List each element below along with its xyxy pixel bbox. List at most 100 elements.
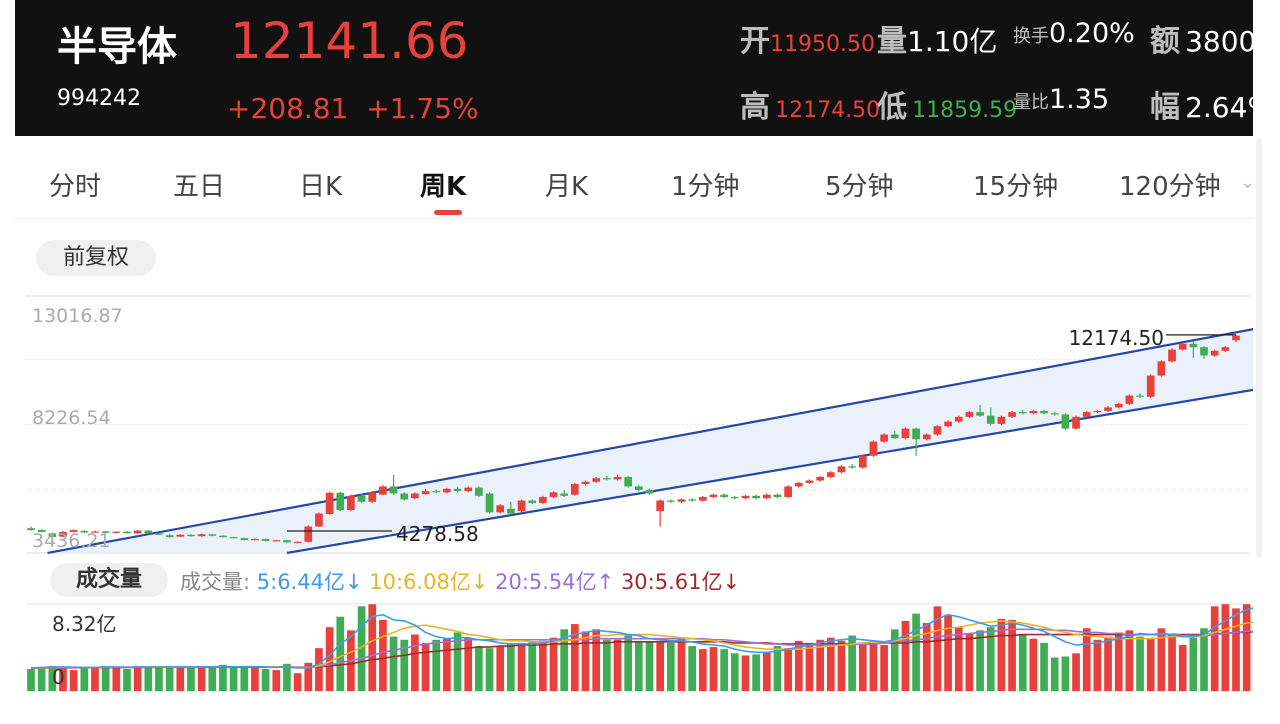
- candle: [1050, 412, 1059, 416]
- volume-bar: [432, 639, 441, 691]
- period-tabs: 分时 五日 日K 周K 月K 1分钟 5分钟 15分钟 120分钟 ⌄: [15, 142, 1256, 219]
- candle-body: [1082, 412, 1091, 417]
- candle-body: [901, 428, 910, 439]
- tab-weekly-k[interactable]: 周K: [420, 172, 467, 202]
- volume-bar: [1029, 638, 1038, 691]
- volume-bar: [112, 667, 121, 691]
- volume-bar: [240, 665, 249, 691]
- stat-amplitude: 幅 2.64%: [1150, 82, 1253, 126]
- volume-ma30-line: [31, 630, 1279, 669]
- volume-bar: [539, 640, 547, 691]
- volume-bar: [368, 604, 377, 691]
- candle-body: [304, 526, 313, 542]
- volume-bar: [144, 666, 153, 691]
- volume-bar: [357, 606, 366, 691]
- candle: [507, 501, 515, 515]
- chevron-down-icon[interactable]: ⌄: [1240, 172, 1256, 193]
- tab-five-day[interactable]: 五日: [173, 172, 226, 202]
- candle: [592, 476, 601, 483]
- candle-body: [1104, 407, 1112, 411]
- volume-bar: [400, 639, 409, 691]
- volume-bar: [1082, 628, 1091, 691]
- candle: [176, 534, 185, 538]
- candle-body: [656, 500, 664, 512]
- candle: [1200, 346, 1208, 360]
- volume-bar: [91, 666, 99, 691]
- candle: [816, 475, 824, 482]
- tab-120-min[interactable]: 120分钟: [1119, 172, 1221, 202]
- volume-bar: [229, 667, 238, 691]
- candle-body: [69, 530, 78, 532]
- volume-bar: [730, 653, 739, 691]
- candle: [634, 485, 643, 492]
- volume-bar: [411, 634, 419, 691]
- candle: [187, 534, 195, 537]
- volume-bar: [858, 644, 867, 691]
- candle: [1232, 334, 1240, 343]
- candle: [1072, 415, 1080, 430]
- tab-15-min[interactable]: 15分钟: [973, 172, 1059, 202]
- stat-turnover: 换手0.20%: [1013, 18, 1135, 49]
- candle-body: [912, 428, 920, 440]
- candle-body: [517, 500, 526, 512]
- volume-bar: [816, 639, 824, 691]
- candle-body: [773, 494, 782, 498]
- volume-bar: [443, 638, 451, 691]
- candle: [123, 531, 131, 534]
- stat-high: 高 12174.50: [740, 82, 880, 126]
- volume-bar: [1146, 638, 1155, 691]
- candle-body: [603, 478, 611, 480]
- candle-body: [1114, 403, 1123, 408]
- candle: [1146, 374, 1155, 398]
- candle: [581, 480, 590, 486]
- candle-body: [293, 541, 302, 544]
- adjust-mode-button[interactable]: 前复权: [36, 240, 156, 276]
- candle-body: [421, 491, 430, 495]
- turnover-value: 0.20%: [1049, 18, 1135, 49]
- volume-bar: [133, 665, 142, 691]
- volume-bar: [933, 606, 942, 691]
- volume-bar: [1200, 628, 1208, 691]
- volume-bar: [581, 631, 590, 691]
- candle: [1093, 409, 1102, 414]
- candle: [240, 537, 249, 541]
- candle-body: [933, 426, 942, 435]
- candle: [91, 530, 99, 533]
- candle-body: [645, 489, 654, 494]
- candle: [528, 499, 537, 505]
- candle-body: [368, 492, 377, 502]
- change-percent: +1.75%: [366, 92, 479, 125]
- candle: [730, 495, 739, 500]
- scrollbar[interactable]: [1256, 138, 1262, 558]
- volume-bar: [698, 649, 707, 691]
- tab-fenshi[interactable]: 分时: [49, 172, 102, 202]
- tab-1-min[interactable]: 1分钟: [671, 172, 740, 202]
- price-tick-label: 3436.21: [32, 530, 111, 552]
- candle: [283, 539, 291, 543]
- candle: [219, 535, 227, 538]
- annotations: 12174.50 4278.58: [286, 326, 1236, 546]
- candle: [858, 454, 867, 469]
- volume-bar: [794, 640, 803, 691]
- tab-monthly-k[interactable]: 月K: [545, 172, 589, 202]
- candle: [379, 485, 387, 496]
- low-marker-label: 4278.58: [396, 522, 479, 546]
- stock-name: 半导体: [57, 24, 177, 70]
- tab-5-min[interactable]: 5分钟: [825, 172, 894, 202]
- candle: [112, 531, 121, 534]
- candle: [1168, 348, 1176, 363]
- candle: [944, 420, 952, 428]
- tab-daily-k[interactable]: 日K: [299, 172, 343, 202]
- volume-bar: [507, 643, 515, 691]
- candle-body: [91, 531, 99, 533]
- candle: [59, 531, 67, 538]
- high-marker-label: 12174.50: [1069, 326, 1164, 350]
- volume-indicator-button[interactable]: 成交量: [50, 563, 168, 597]
- candle: [837, 465, 846, 474]
- volume-bar: [1232, 608, 1240, 691]
- candle-body: [1221, 347, 1230, 351]
- volume-bar: [1136, 636, 1144, 691]
- volume-bar: [666, 642, 675, 691]
- candle-body: [1157, 361, 1166, 376]
